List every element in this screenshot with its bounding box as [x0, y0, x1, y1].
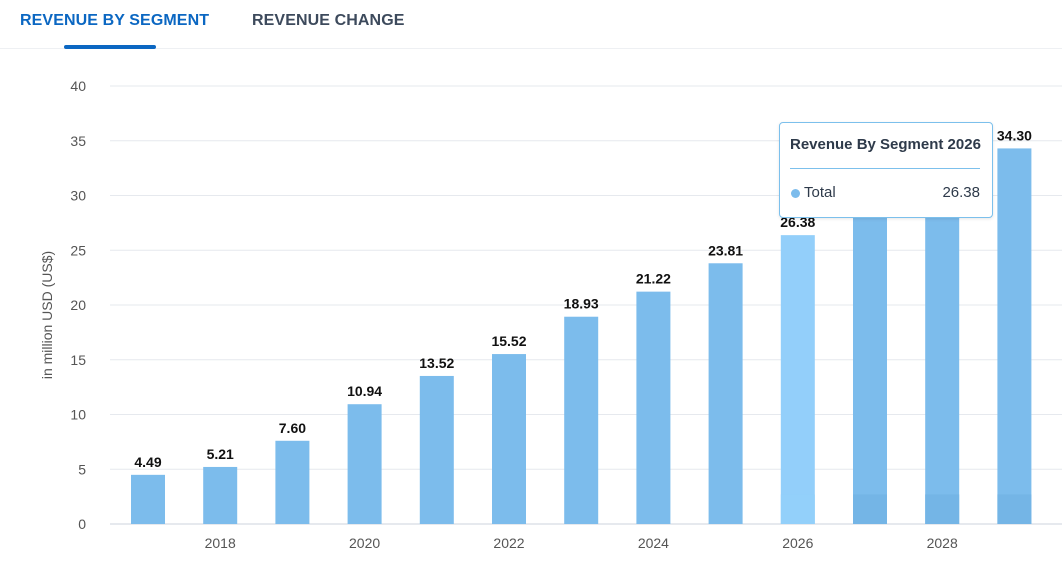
tooltip-title: Revenue By Segment 2026 [790, 136, 981, 153]
bar-lower-segment-2026 [780, 494, 815, 524]
bar-2019 [275, 440, 310, 524]
tooltip-value: 26.38 [942, 184, 980, 201]
bar-2027 [853, 207, 887, 525]
x-tick-label: 2026 [782, 535, 813, 551]
y-tick-label: 20 [70, 297, 86, 313]
data-label-2024: 21.22 [636, 271, 671, 287]
active-tab-indicator [64, 45, 156, 49]
bar-lower-segment-2027 [853, 494, 887, 524]
y-tick-label: 35 [70, 133, 86, 149]
bar-2018 [203, 466, 238, 524]
bar-2020 [347, 404, 382, 524]
chart-tooltip: Revenue By Segment 2026 Total 26.38 [779, 122, 993, 218]
data-label-2017: 4.49 [134, 454, 161, 470]
y-tick-label: 15 [70, 352, 86, 368]
bar-2026 [780, 235, 815, 524]
y-tick-label: 25 [70, 242, 86, 258]
x-tick-label: 2018 [205, 535, 236, 551]
bar-2029 [997, 148, 1032, 525]
tooltip-series-marker [791, 189, 800, 198]
bar-lower-segment-2028 [925, 494, 960, 524]
tab-bar: REVENUE BY SEGMENT REVENUE CHANGE [0, 0, 1062, 49]
y-tick-label: 30 [70, 188, 86, 204]
tab-revenue-by-segment[interactable]: REVENUE BY SEGMENT [20, 12, 210, 29]
data-label-2020: 10.94 [347, 383, 382, 399]
y-tick-label: 5 [78, 461, 86, 477]
x-tick-label: 2024 [638, 535, 669, 551]
data-label-2022: 15.52 [491, 333, 526, 349]
y-tick-label: 40 [70, 78, 86, 94]
x-tick-label: 2022 [493, 535, 524, 551]
bar-2017 [131, 474, 165, 524]
bar-2022 [492, 354, 526, 524]
bar-lower-segment-2029 [997, 494, 1032, 524]
bar-2023 [564, 316, 599, 524]
data-label-2026: 26.38 [780, 214, 815, 230]
x-tick-label: 2020 [349, 535, 380, 551]
y-tick-label: 0 [78, 516, 86, 532]
data-label-2029: 34.30 [997, 127, 1032, 143]
data-label-2023: 18.93 [564, 296, 599, 312]
tooltip-divider [790, 168, 980, 169]
bar-2028 [925, 179, 960, 524]
data-label-2025: 23.81 [708, 242, 743, 258]
data-label-2019: 7.60 [279, 420, 306, 436]
bar-2024 [636, 291, 671, 524]
x-tick-label: 2028 [927, 535, 958, 551]
bar-2025 [708, 263, 743, 524]
data-label-2018: 5.21 [207, 446, 234, 462]
bar-2021 [419, 375, 454, 524]
data-label-2021: 13.52 [419, 355, 454, 371]
y-axis-title: in million USD (US$) [39, 251, 55, 379]
tooltip-series-name: Total [804, 184, 836, 201]
y-tick-label: 10 [70, 407, 86, 423]
tab-revenue-change[interactable]: REVENUE CHANGE [252, 12, 405, 29]
